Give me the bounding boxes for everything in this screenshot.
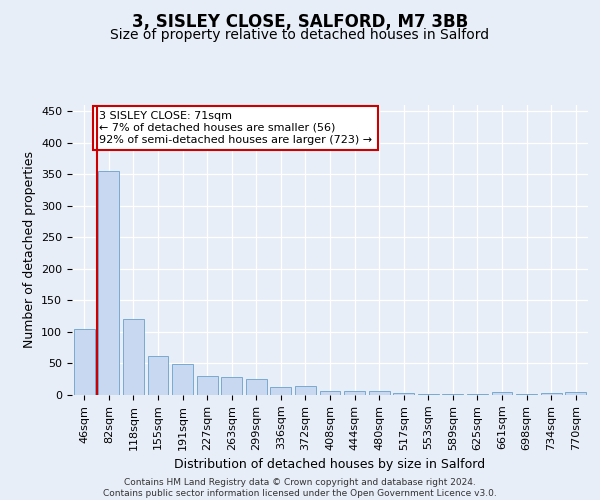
X-axis label: Distribution of detached houses by size in Salford: Distribution of detached houses by size … — [175, 458, 485, 471]
Bar — [491, 392, 512, 395]
Bar — [516, 394, 537, 395]
Bar — [221, 378, 242, 395]
Bar — [393, 393, 414, 395]
Text: Contains HM Land Registry data © Crown copyright and database right 2024.
Contai: Contains HM Land Registry data © Crown c… — [103, 478, 497, 498]
Bar — [246, 379, 267, 395]
Bar — [123, 320, 144, 395]
Bar — [74, 329, 95, 395]
Bar — [295, 386, 316, 395]
Bar — [344, 391, 365, 395]
Bar — [320, 390, 340, 395]
Bar — [271, 388, 292, 395]
Bar — [442, 394, 463, 395]
Text: Size of property relative to detached houses in Salford: Size of property relative to detached ho… — [110, 28, 490, 42]
Text: 3, SISLEY CLOSE, SALFORD, M7 3BB: 3, SISLEY CLOSE, SALFORD, M7 3BB — [132, 12, 468, 30]
Bar — [541, 393, 562, 395]
Bar — [467, 394, 488, 395]
Bar — [197, 376, 218, 395]
Bar — [418, 394, 439, 395]
Bar — [565, 392, 586, 395]
Text: 3 SISLEY CLOSE: 71sqm
← 7% of detached houses are smaller (56)
92% of semi-detac: 3 SISLEY CLOSE: 71sqm ← 7% of detached h… — [99, 112, 372, 144]
Y-axis label: Number of detached properties: Number of detached properties — [23, 152, 35, 348]
Bar — [172, 364, 193, 395]
Bar — [148, 356, 169, 395]
Bar — [368, 390, 389, 395]
Bar — [98, 171, 119, 395]
